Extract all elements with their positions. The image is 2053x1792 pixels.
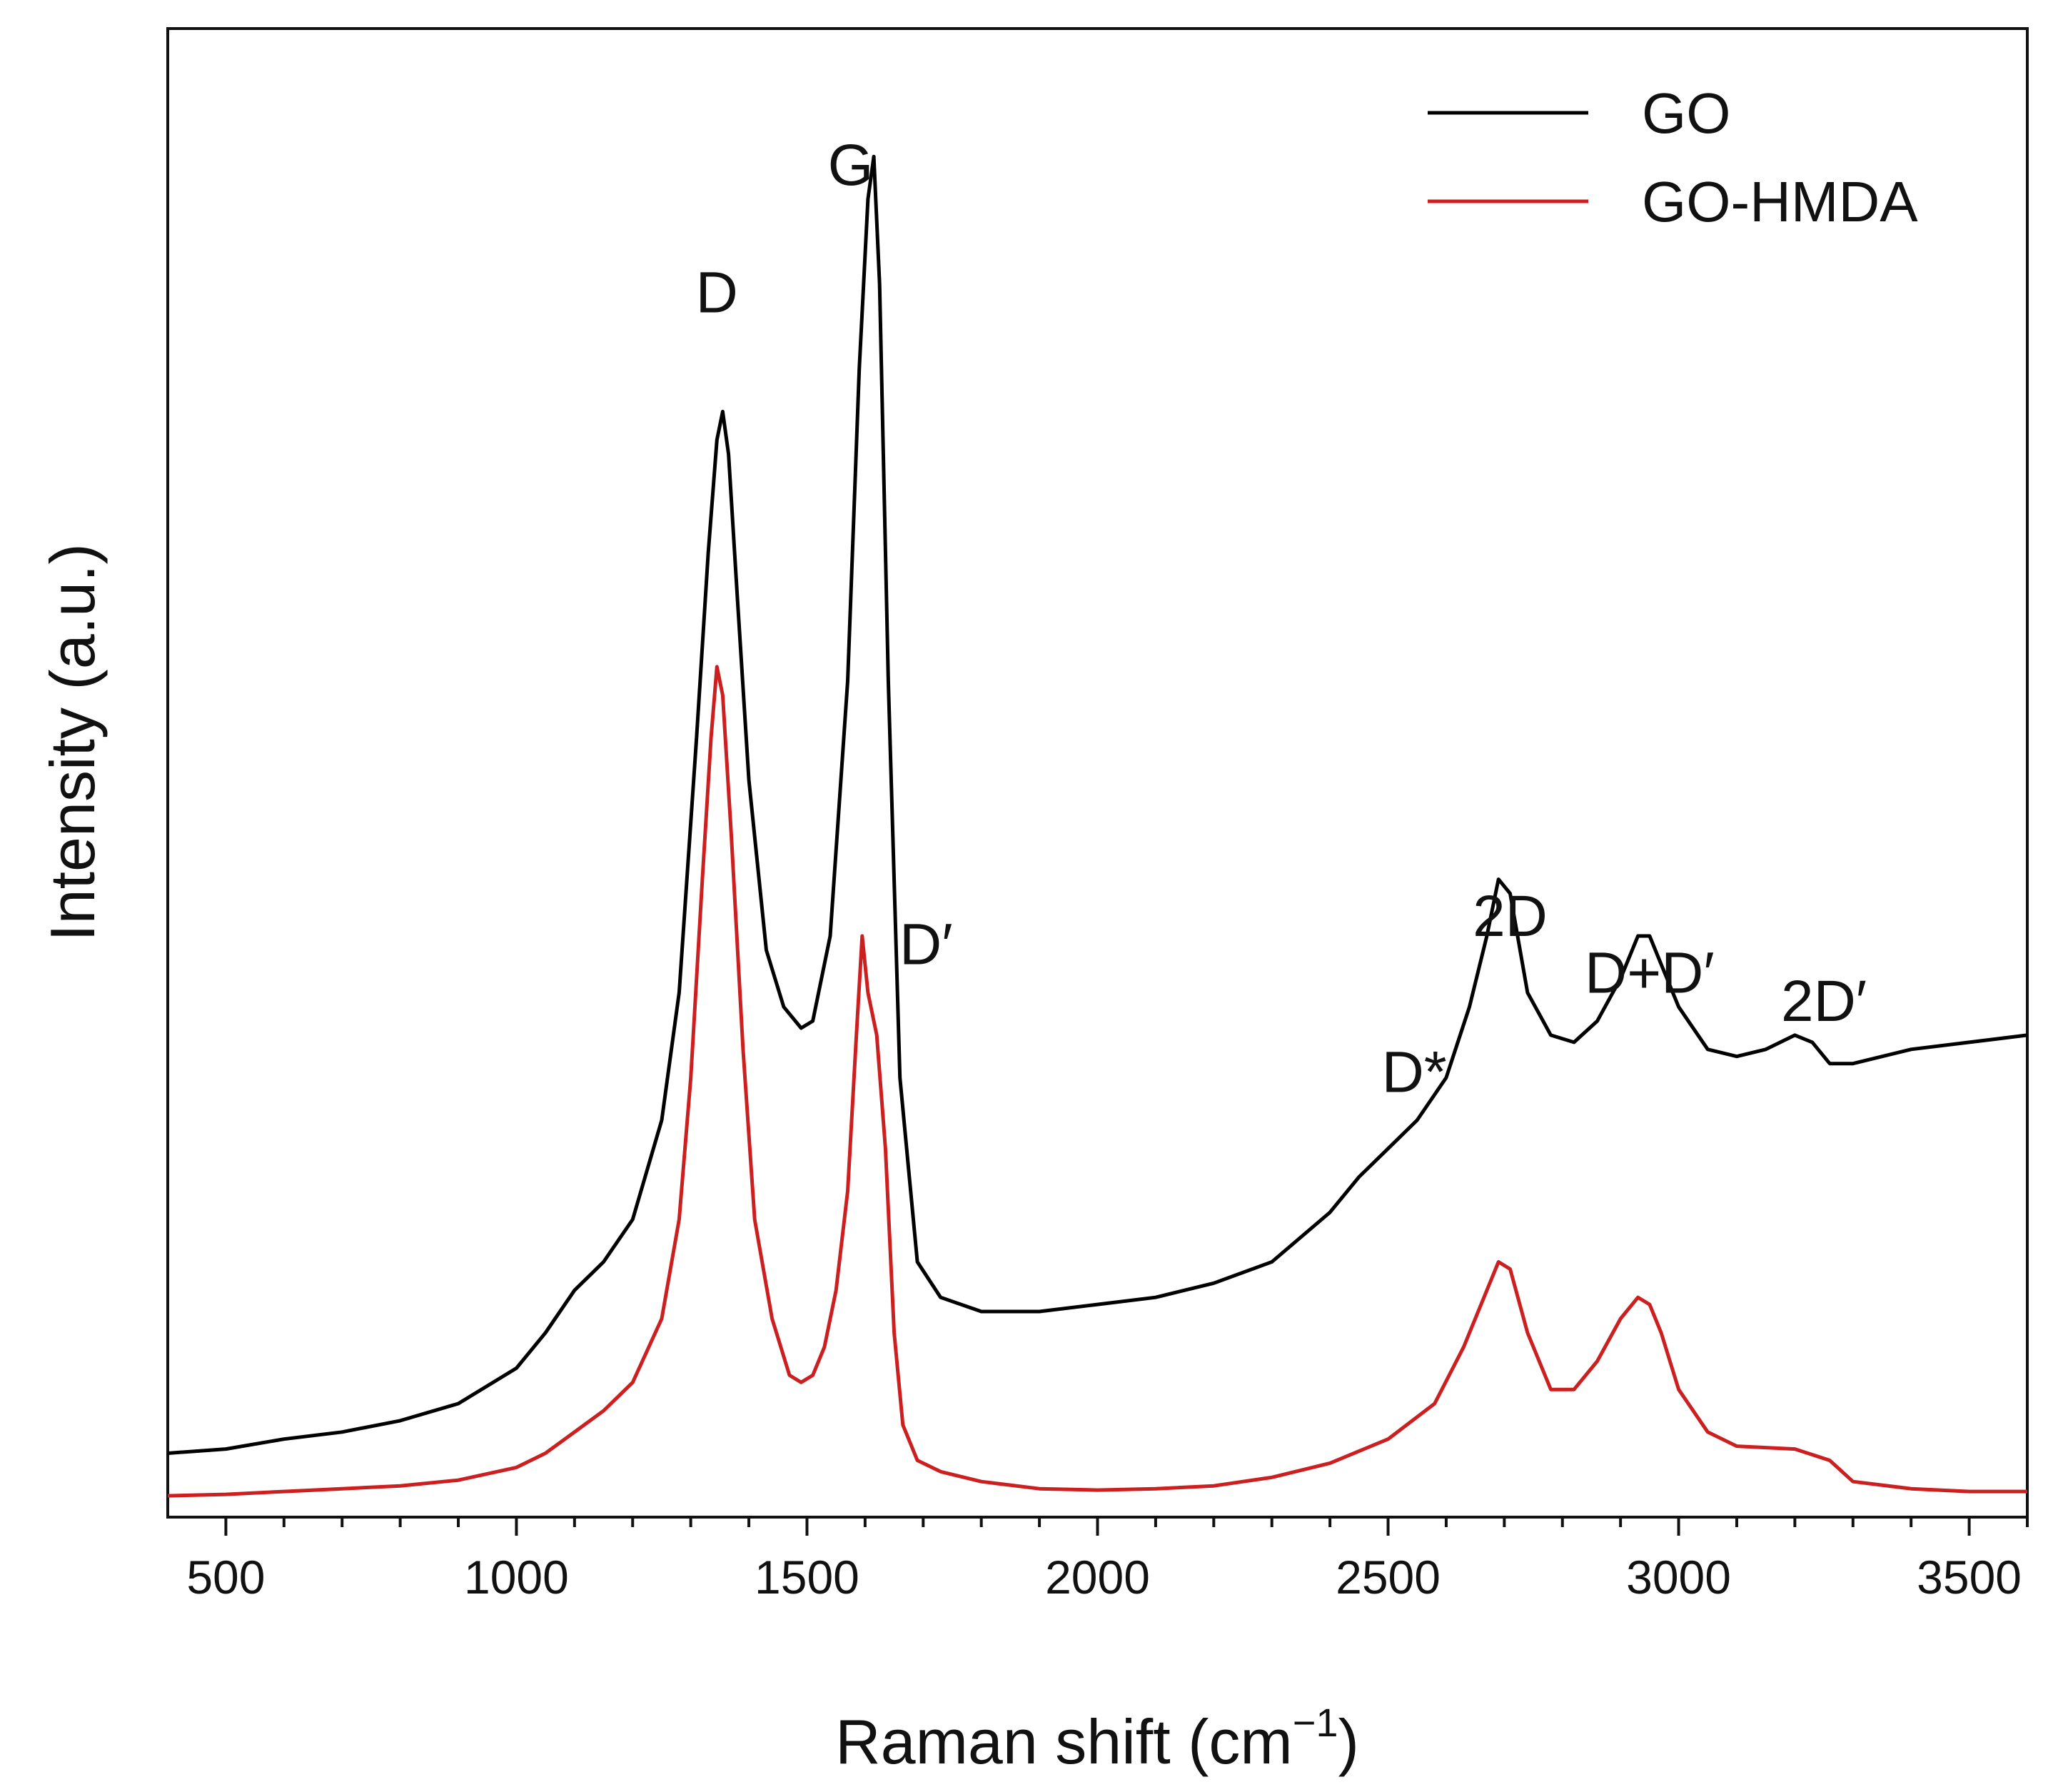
y-axis-title: Intensity (a.u.) bbox=[37, 543, 108, 942]
peak-label: D′ bbox=[899, 912, 953, 977]
x-tick-label: 3000 bbox=[1626, 1551, 1731, 1604]
peak-label: D bbox=[696, 261, 738, 326]
legend: GO GO-HMDA bbox=[1428, 81, 1918, 233]
peak-label: 2D bbox=[1473, 884, 1548, 949]
x-axis-tick-labels: 500 1000 1500 2000 2500 3000 3500 bbox=[186, 1551, 2022, 1604]
series-line-go-hmda bbox=[167, 665, 2027, 1498]
x-axis-ticks bbox=[224, 1517, 2029, 1536]
series-line-go bbox=[167, 154, 2028, 1455]
plot-frame bbox=[166, 27, 2029, 1519]
x-tick-label: 1500 bbox=[755, 1551, 859, 1604]
legend-label-go: GO bbox=[1642, 81, 1730, 145]
x-axis-title-main: Raman shift (cm bbox=[835, 1706, 1293, 1777]
x-axis-title-superscript: −1 bbox=[1293, 1700, 1338, 1745]
x-tick-label: 1000 bbox=[464, 1551, 569, 1604]
peak-label: 2D′ bbox=[1781, 969, 1867, 1034]
x-axis-title-close: ) bbox=[1338, 1706, 1359, 1777]
peak-label: D* bbox=[1382, 1040, 1447, 1104]
x-tick-label: 2000 bbox=[1045, 1551, 1150, 1604]
x-tick-label: 500 bbox=[186, 1551, 265, 1604]
x-tick-label: 2500 bbox=[1336, 1551, 1441, 1604]
peak-label: G bbox=[828, 133, 874, 198]
legend-label-go-hmda: GO-HMDA bbox=[1642, 170, 1918, 233]
peak-label: D+D′ bbox=[1585, 940, 1715, 1005]
x-axis-title: Raman shift (cm−1) bbox=[835, 1700, 1359, 1777]
series-layer bbox=[167, 154, 2028, 1498]
x-tick-label: 3500 bbox=[1917, 1551, 2022, 1604]
peak-annotations: D G D′ D* 2D D+D′ 2D′ bbox=[696, 133, 1867, 1104]
